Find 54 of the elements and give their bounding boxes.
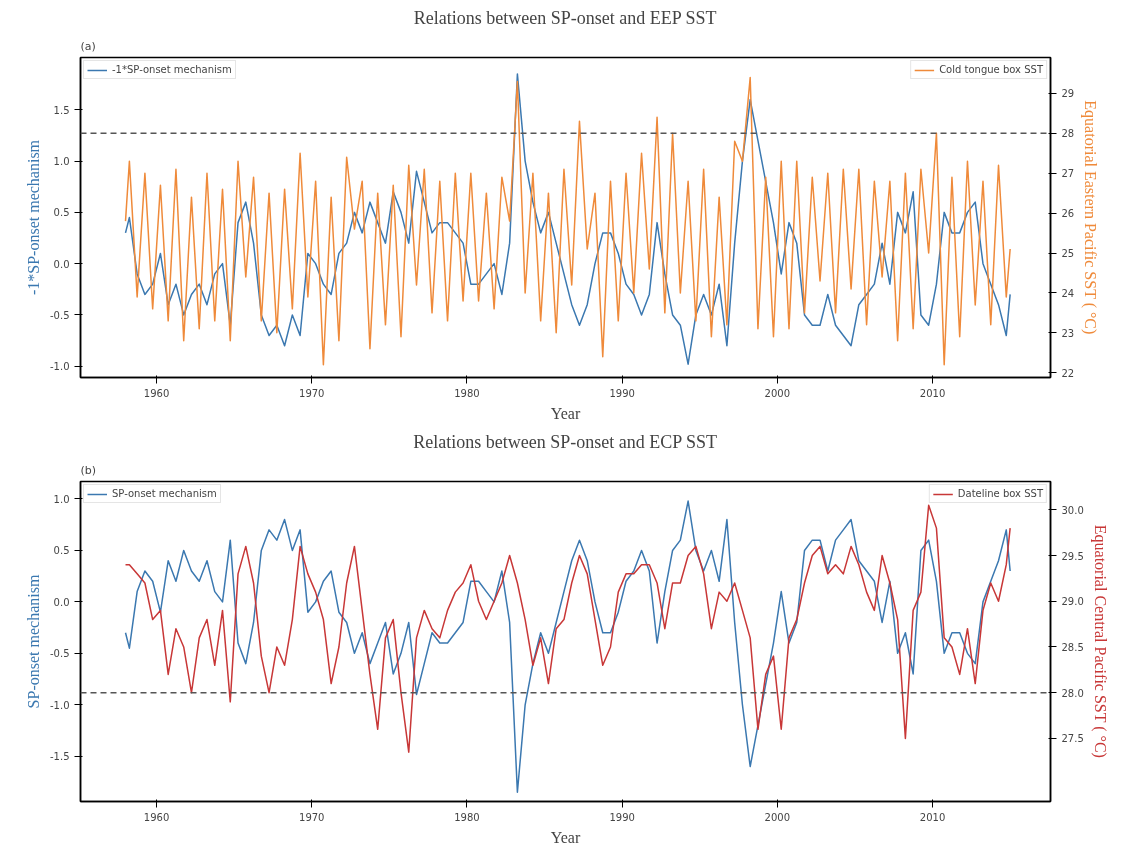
y2-tick-label: 28 — [1061, 128, 1075, 140]
x-tick-label: 1960 — [143, 811, 170, 823]
y-tick-label: 0.0 — [53, 258, 70, 270]
y2-tick-label: 27 — [1061, 168, 1075, 180]
x-tick-label: 1980 — [454, 811, 480, 823]
x-axis-title: Year — [550, 404, 581, 422]
legend-label: Cold tongue box SST — [939, 64, 1043, 75]
y-tick-label: -0.5 — [49, 648, 70, 660]
y-tick-label: 0.0 — [53, 596, 70, 608]
y-tick-label: -1.0 — [49, 699, 70, 711]
x-tick-label: 1980 — [454, 387, 480, 399]
x-tick-label: 1990 — [609, 811, 635, 823]
y-axis-title: SP-onset mechanism — [24, 574, 42, 709]
y-tick-label: -1.5 — [49, 751, 70, 763]
y2-axis-title: Equatorial Eastern Pacific SST ( °C) — [1081, 100, 1100, 335]
x-tick-label: 2000 — [764, 811, 791, 823]
chart-title: Relations between SP-onset and EEP SST — [413, 7, 717, 28]
y2-tick-label: 28.5 — [1061, 641, 1084, 653]
y2-tick-label: 25 — [1061, 248, 1075, 260]
line-series — [124, 504, 1011, 753]
text: (a) — [80, 39, 96, 53]
line-series — [124, 500, 1011, 793]
y2-tick-label: 27.5 — [1061, 733, 1084, 745]
y-tick-label: -1.0 — [49, 361, 70, 373]
legend-label: Dateline box SST — [957, 488, 1043, 499]
y-axis-title: -1*SP-onset mechanism — [24, 139, 42, 296]
y2-tick-label: 23 — [1061, 327, 1075, 339]
text: (b) — [80, 463, 97, 477]
x-tick-label: 2010 — [919, 811, 946, 823]
y-tick-label: 1.5 — [53, 104, 70, 116]
x-tick-label: 2000 — [764, 387, 791, 399]
x-tick-label: 1990 — [609, 387, 635, 399]
y-tick-label: 1.0 — [53, 493, 70, 505]
y2-tick-label: 22 — [1061, 367, 1075, 379]
x-tick-label: 1970 — [299, 811, 325, 823]
y2-tick-label: 28.0 — [1061, 687, 1084, 699]
x-axis-title: Year — [550, 828, 581, 846]
y2-tick-label: 30.0 — [1061, 504, 1084, 516]
x-tick-label: 1960 — [143, 387, 170, 399]
y2-axis-title: Equatorial Central Pacific SST ( °C) — [1090, 524, 1109, 758]
y2-tick-label: 24 — [1061, 287, 1075, 299]
chart-title: Relations between SP-onset and ECP SST — [413, 431, 718, 452]
y2-tick-label: 29.5 — [1061, 550, 1084, 562]
y2-tick-label: 29.0 — [1061, 596, 1084, 608]
x-tick-label: 2010 — [919, 387, 946, 399]
y2-tick-label: 26 — [1061, 208, 1075, 220]
y2-tick-label: 29 — [1061, 88, 1075, 100]
y-tick-label: -0.5 — [49, 309, 70, 321]
legend-label: -1*SP-onset mechanism — [112, 64, 232, 75]
y-tick-label: 0.5 — [53, 207, 70, 219]
x-tick-label: 1970 — [299, 387, 325, 399]
legend-label: SP-onset mechanism — [112, 488, 217, 499]
y-tick-label: 0.5 — [53, 545, 70, 557]
y-tick-label: 1.0 — [53, 156, 70, 168]
